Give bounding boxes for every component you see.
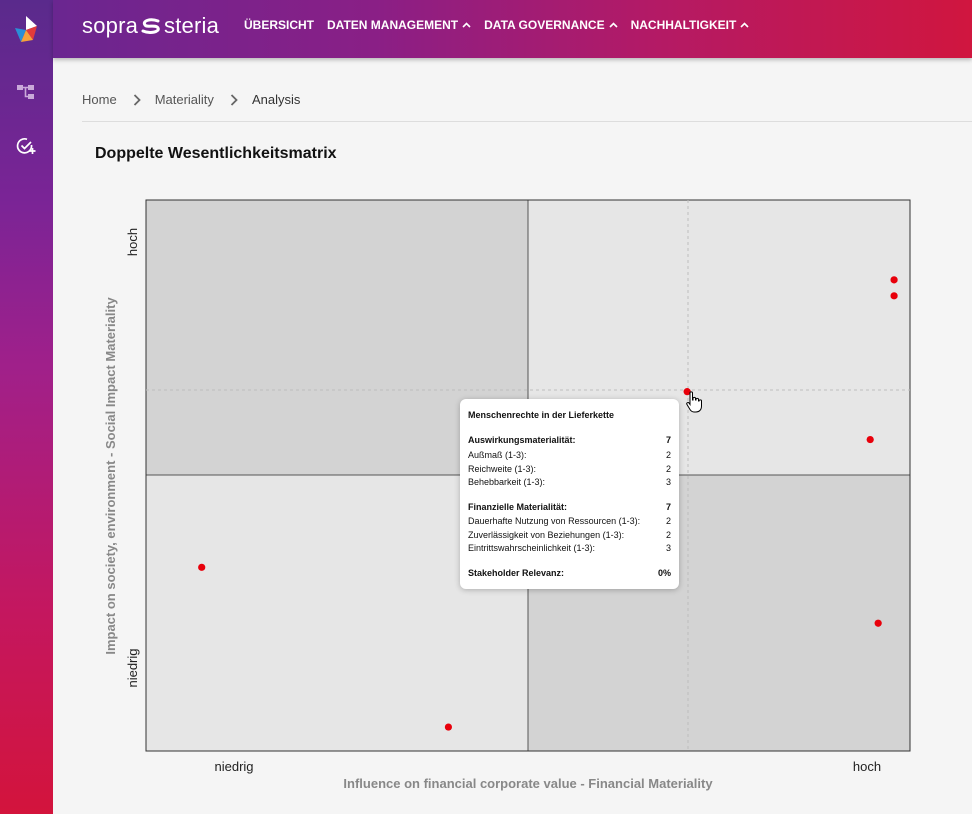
top-header: sopra steria ÜBERSICHT DATEN MANAGEMENT …	[53, 0, 972, 58]
data-point[interactable]	[683, 388, 691, 396]
tooltip-label: Behebbarkeit (1-3):	[468, 477, 546, 487]
tooltip-label: Finanzielle Materialität:	[468, 502, 568, 512]
x-axis-label: Influence on financial corporate value -…	[343, 776, 713, 791]
tooltip-label: Auswirkungsmaterialität:	[468, 435, 576, 445]
tooltip-row: Behebbarkeit (1-3): 3	[468, 477, 671, 487]
main-nav: ÜBERSICHT DATEN MANAGEMENT DATA GOVERNAN…	[244, 18, 762, 32]
chevron-up-icon	[740, 22, 749, 28]
tooltip-label: Reichweite (1-3):	[468, 464, 537, 474]
hand-cursor-icon	[686, 391, 702, 413]
data-point[interactable]	[890, 292, 898, 300]
y-tick-low: niedrig	[125, 648, 140, 687]
tooltip-value: 7	[665, 502, 671, 512]
tooltip-value: 3	[665, 543, 671, 553]
breadcrumb-divider	[82, 121, 972, 122]
chevron-right-icon	[230, 93, 238, 106]
tooltip-row: Zuverlässigkeit von Beziehungen (1-3): 2	[468, 530, 671, 540]
tooltip-financial-row: Finanzielle Materialität: 7	[468, 502, 671, 512]
nav-label: ÜBERSICHT	[244, 18, 315, 32]
tooltip-row: Reichweite (1-3): 2	[468, 464, 671, 474]
tooltip-value: 3	[665, 477, 671, 487]
chevron-up-icon	[609, 22, 618, 28]
nav-uebersicht[interactable]: ÜBERSICHT	[244, 18, 314, 32]
breadcrumb-materiality[interactable]: Materiality	[154, 92, 214, 107]
check-add-icon[interactable]	[11, 131, 41, 161]
tooltip-label: Stakeholder Relevanz:	[468, 568, 565, 578]
tooltip-row: Eintrittswahrscheinlichkeit (1-3): 3	[468, 543, 671, 553]
brand-swirl-icon	[141, 18, 160, 34]
x-tick-low: niedrig	[214, 759, 253, 774]
brand-left: sopra	[82, 13, 139, 38]
nav-label: DATA GOVERNANCE	[484, 18, 605, 32]
hierarchy-icon[interactable]	[11, 77, 41, 107]
nav-nachhaltigkeit[interactable]: NACHHALTIGKEIT	[631, 18, 750, 32]
brand-right: steria	[164, 13, 220, 38]
tooltip-value: 2	[665, 450, 671, 460]
chart-tooltip: Menschenrechte in der Lieferkette Auswir…	[460, 399, 679, 589]
tooltip-title: Menschenrechte in der Lieferkette	[468, 410, 615, 420]
tooltip-impact-row: Auswirkungsmaterialität: 7	[468, 435, 671, 445]
tooltip-value: 2	[665, 464, 671, 474]
brand-logo[interactable]: sopra steria	[82, 13, 219, 39]
breadcrumb: Home Materiality Analysis	[82, 92, 300, 107]
nav-label: DATEN MANAGEMENT	[327, 18, 459, 32]
tooltip-value: 2	[665, 530, 671, 540]
data-points	[198, 276, 898, 731]
chevron-up-icon	[462, 22, 471, 28]
data-point[interactable]	[198, 563, 206, 571]
sidebar	[0, 0, 53, 814]
plot-border	[145, 199, 911, 752]
y-axis-label: Impact on society, environment - Social …	[103, 297, 118, 655]
tooltip-label: Eintrittswahrscheinlichkeit (1-3):	[468, 543, 596, 553]
breadcrumb-home[interactable]: Home	[82, 92, 117, 107]
tooltip-label: Außmaß (1-3):	[468, 450, 527, 460]
tooltip-label: Dauerhafte Nutzung von Ressourcen (1-3):	[468, 516, 641, 526]
tooltip-row: Außmaß (1-3): 2	[468, 450, 671, 460]
breadcrumb-analysis: Analysis	[251, 92, 301, 107]
data-point[interactable]	[890, 276, 898, 284]
tooltip-value: 2	[665, 516, 671, 526]
data-point[interactable]	[444, 723, 453, 731]
chevron-right-icon	[133, 93, 141, 106]
data-point[interactable]	[874, 619, 882, 627]
tooltip-stakeholder-row: Stakeholder Relevanz: 0%	[468, 568, 671, 578]
data-point[interactable]	[866, 435, 874, 444]
nav-daten-management[interactable]: DATEN MANAGEMENT	[327, 18, 471, 32]
app-logo-icon[interactable]	[13, 16, 39, 44]
nav-label: NACHHALTIGKEIT	[630, 18, 737, 32]
tooltip-value: 0%	[657, 568, 671, 578]
page-title: Doppelte Wesentlichkeitsmatrix	[95, 145, 337, 162]
y-tick-high: hoch	[125, 228, 140, 256]
tooltip-row: Dauerhafte Nutzung von Ressourcen (1-3):…	[468, 516, 671, 526]
nav-data-governance[interactable]: DATA GOVERNANCE	[484, 18, 618, 32]
tooltip-label: Zuverlässigkeit von Beziehungen (1-3):	[468, 530, 625, 540]
x-tick-high: hoch	[853, 759, 881, 774]
tooltip-value: 7	[665, 435, 671, 445]
